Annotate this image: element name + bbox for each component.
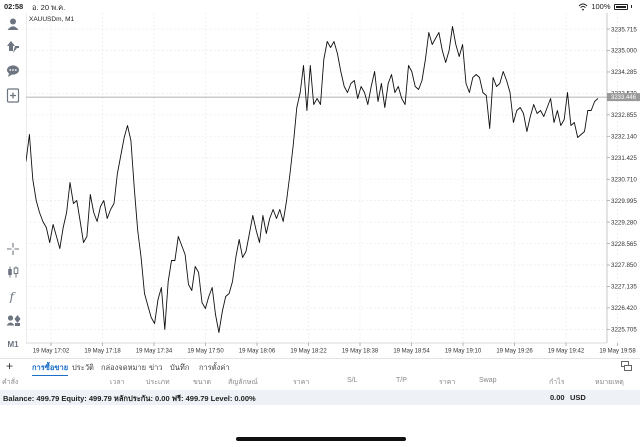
status-time: 02:58 (4, 2, 24, 11)
objects-icon[interactable] (4, 311, 22, 329)
y-tick-label: 3234.285 (611, 69, 637, 76)
tab-settings[interactable]: การตั้งค่า (199, 363, 230, 372)
tab-news[interactable]: ข่าว (149, 363, 163, 372)
y-tick-label: 3232.140 (611, 134, 637, 141)
x-tick-label: 19 May 18:22 (290, 349, 327, 355)
crosshair-icon[interactable] (4, 240, 22, 258)
price-chart[interactable]: 3235.7153235.0003234.2853233.5703232.855… (26, 13, 640, 358)
account-balance-text: Balance: 499.79 Equity: 499.79 หลักประกั… (3, 394, 256, 403)
x-axis-ticks: 19 May 17:02 19 May 17:18 19 May 17:34 19 M… (33, 343, 636, 355)
add-chart-icon[interactable] (4, 86, 22, 104)
account-summary: Balance: 499.79 Equity: 499.79 หลักประกั… (0, 390, 640, 405)
orders-table-header: คำสั่ง เวลา ประเภท ขนาด สัญลักษณ์ ราคา S… (0, 375, 640, 388)
col-tp: T/P (396, 377, 407, 384)
x-tick-label: 19 May 17:18 (84, 349, 121, 355)
x-tick-label: 19 May 18:06 (239, 349, 276, 355)
y-tick-label: 3227.135 (611, 284, 637, 291)
x-tick-label: 19 May 18:54 (393, 349, 430, 355)
tab-mailbox[interactable]: กล่องจดหมาย (101, 363, 147, 372)
col-order: คำสั่ง (2, 379, 19, 386)
symbol-label: XAUUSDm, M1 (29, 16, 75, 23)
timeframe-label[interactable]: M1 (7, 339, 19, 349)
y-tick-label: 3235.000 (611, 48, 637, 55)
status-date: อ. 20 พ.ค. (32, 3, 66, 12)
x-tick-label: 19 May 19:58 (599, 349, 636, 355)
y-tick-label: 3232.855 (611, 112, 637, 119)
status-right: 100% (578, 2, 632, 11)
y-tick-label: 3229.995 (611, 198, 637, 205)
person-icon[interactable] (4, 15, 22, 33)
col-price-current: ราคา (439, 379, 456, 386)
layout-icon[interactable] (621, 361, 632, 371)
x-tick-label: 19 May 19:26 (496, 349, 533, 355)
home-indicator (236, 437, 406, 441)
terminal-tabs: + การซื้อขาย ประวัติ กล่องจดหมาย ข่าว บั… (0, 358, 640, 376)
x-tick-label: 19 May 18:38 (342, 349, 379, 355)
y-tick-label: 3230.710 (611, 176, 637, 183)
battery-icon (613, 3, 628, 10)
trade-icon[interactable] (4, 38, 22, 56)
col-swap: Swap (479, 377, 497, 384)
price-series (26, 26, 599, 333)
x-tick-label: 19 May 17:50 (187, 349, 224, 355)
y-tick-label: 3226.420 (611, 305, 637, 312)
chart-type-icon[interactable] (4, 263, 22, 281)
col-price: ราคา (293, 379, 310, 386)
y-axis-ticks: 3235.7153235.0003234.2853233.5703232.855… (607, 26, 637, 334)
col-symbol: สัญลักษณ์ (228, 379, 258, 386)
y-tick-label: 3231.425 (611, 155, 637, 162)
tab-history[interactable]: ประวัติ (72, 363, 94, 372)
y-tick-label: 3229.280 (611, 219, 637, 226)
chart-background (26, 13, 640, 358)
indicator-icon[interactable]: f (4, 287, 22, 305)
chart-grid (26, 13, 618, 343)
y-tick-label: 3225.705 (611, 327, 637, 334)
x-tick-label: 19 May 17:02 (33, 349, 70, 355)
total-profit: 0.00 (550, 393, 565, 402)
current-price-tag: 3233.446 (607, 93, 640, 102)
chat-icon[interactable] (4, 62, 22, 80)
y-tick-label: 3227.850 (611, 262, 637, 269)
x-tick-label: 19 May 17:34 (136, 349, 173, 355)
left-toolbar: f M1 (0, 13, 26, 350)
current-price-label: 3233.446 (611, 95, 637, 101)
col-type: ประเภท (146, 379, 170, 386)
price-line (26, 26, 599, 333)
col-size: ขนาด (193, 379, 212, 386)
col-comment: หมายเหตุ (595, 379, 624, 386)
account-currency: USD (570, 393, 586, 402)
x-tick-label: 19 May 19:42 (548, 349, 585, 355)
add-tab-button[interactable]: + (6, 359, 14, 373)
status-bar: 02:58 อ. 20 พ.ค. 100% (0, 0, 640, 13)
wifi-icon (578, 3, 588, 10)
tab-trade[interactable]: การซื้อขาย (32, 362, 69, 376)
col-sl: S/L (347, 377, 358, 384)
x-tick-label: 19 May 19:10 (445, 349, 482, 355)
y-tick-label: 3228.565 (611, 241, 637, 248)
svg-text:f: f (9, 290, 17, 303)
col-profit: กำไร (549, 379, 565, 386)
battery-percent: 100% (591, 2, 611, 11)
tab-journal[interactable]: บันทึก (170, 363, 190, 372)
y-tick-label: 3235.715 (611, 26, 637, 33)
col-time: เวลา (110, 379, 125, 386)
